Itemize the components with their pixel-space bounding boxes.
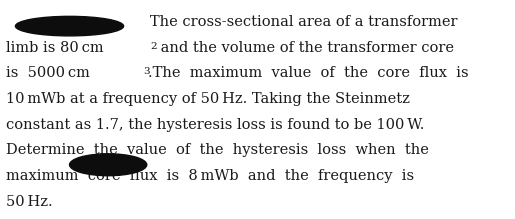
Text: .The  maximum  value  of  the  core  flux  is: .The maximum value of the core flux is <box>148 67 469 81</box>
Text: maximum  core  flux  is  8 mWb  and  the  frequency  is: maximum core flux is 8 mWb and the frequ… <box>6 169 414 183</box>
Text: 10 mWb at a frequency of 50 Hz. Taking the Steinmetz: 10 mWb at a frequency of 50 Hz. Taking t… <box>6 92 410 106</box>
Text: The cross-sectional area of a transformer: The cross-sectional area of a transforme… <box>136 15 458 29</box>
Text: limb is 80 cm: limb is 80 cm <box>6 41 104 55</box>
Text: 3: 3 <box>143 67 150 76</box>
Text: constant as 1.7, the hysteresis loss is found to be 100 W.: constant as 1.7, the hysteresis loss is … <box>6 118 424 132</box>
Ellipse shape <box>15 16 124 36</box>
Text: 50 Hz.: 50 Hz. <box>6 194 53 208</box>
Text: is  5000 cm: is 5000 cm <box>6 67 90 81</box>
Text: Determine  the  value  of  the  hysteresis  loss  when  the: Determine the value of the hysteresis lo… <box>6 143 429 157</box>
Text: and the volume of the transformer core: and the volume of the transformer core <box>156 41 454 55</box>
Text: 2: 2 <box>150 42 157 51</box>
Ellipse shape <box>70 154 147 176</box>
